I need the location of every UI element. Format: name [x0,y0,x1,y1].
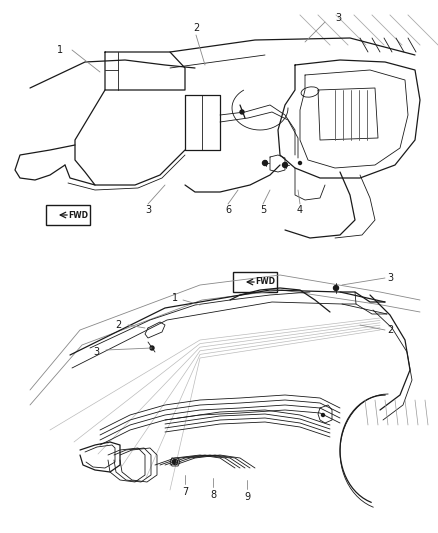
Circle shape [333,286,339,290]
Text: 2: 2 [387,325,393,335]
Text: 5: 5 [260,205,266,215]
Text: 1: 1 [172,293,178,303]
Text: 8: 8 [210,490,216,500]
Text: FWD: FWD [255,278,275,287]
Text: 9: 9 [244,492,250,502]
Circle shape [240,110,244,114]
Text: 3: 3 [145,205,151,215]
Circle shape [321,414,325,416]
FancyBboxPatch shape [233,272,277,292]
Circle shape [283,163,287,167]
Circle shape [262,160,268,166]
Circle shape [173,459,177,464]
Text: FWD: FWD [68,211,88,220]
Text: 7: 7 [182,487,188,497]
Text: 3: 3 [93,347,99,357]
FancyBboxPatch shape [46,205,90,225]
Text: 2: 2 [193,23,199,33]
Text: 1: 1 [57,45,63,55]
Text: 2: 2 [115,320,121,330]
Text: 4: 4 [297,205,303,215]
Circle shape [150,346,154,350]
Text: 3: 3 [387,273,393,283]
Circle shape [299,161,301,165]
Text: 6: 6 [225,205,231,215]
Text: 3: 3 [335,13,341,23]
